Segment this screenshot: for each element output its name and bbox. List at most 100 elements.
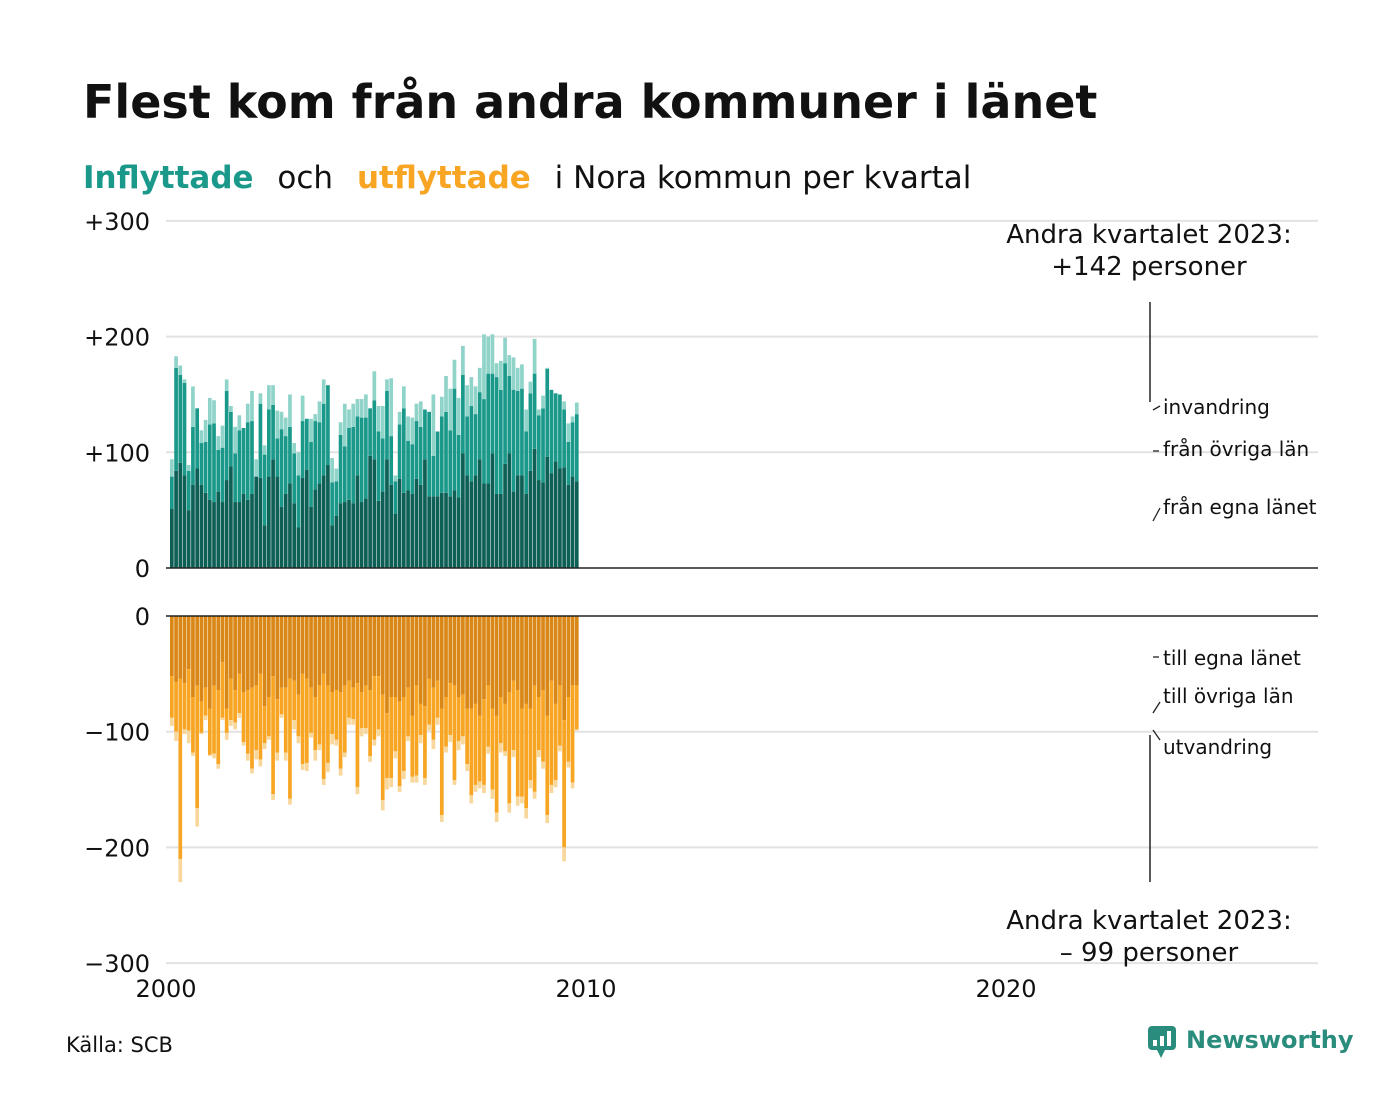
bar-invandring <box>309 418 313 442</box>
bar-till-ovriga-lan <box>431 687 436 740</box>
bar-fran-ovriga-lan <box>410 444 415 494</box>
bar-invandring <box>461 345 465 375</box>
bar-till-egna-lanet <box>385 616 389 714</box>
bar-fran-ovriga-lan <box>532 373 537 449</box>
bar-utvandring <box>385 777 389 790</box>
bar-invandring <box>418 401 423 427</box>
bar-till-egna-lanet <box>439 616 444 709</box>
bar-fran-ovriga-lan <box>423 409 427 460</box>
bar-till-egna-lanet <box>393 616 398 697</box>
bar-fran-egna-lanet <box>444 492 448 568</box>
bar-fran-ovriga-lan <box>267 409 271 477</box>
bar-utvandring <box>545 815 550 824</box>
bar-fran-egna-lanet <box>456 497 461 568</box>
bar-till-egna-lanet <box>237 616 242 674</box>
bar-utvandring <box>469 795 474 804</box>
bar-fran-ovriga-lan <box>574 414 579 482</box>
bar-utvandring <box>338 768 343 776</box>
bar-till-egna-lanet <box>262 616 267 707</box>
bar-fran-ovriga-lan <box>212 423 216 503</box>
bar-till-ovriga-lan <box>245 690 250 754</box>
bar-till-ovriga-lan <box>254 685 259 751</box>
bar-invandring <box>562 401 566 410</box>
annotation-bottom-line1: Andra kvartalet 2023: <box>1006 906 1291 936</box>
bar-utvandring <box>342 752 347 758</box>
bar-fran-ovriga-lan <box>216 449 221 492</box>
bar-fran-egna-lanet <box>342 502 347 568</box>
bar-fran-egna-lanet <box>283 493 288 568</box>
bar-fran-ovriga-lan <box>418 426 423 485</box>
bar-fran-ovriga-lan <box>389 436 394 485</box>
bar-till-egna-lanet <box>191 616 195 697</box>
bar-utvandring <box>570 782 575 789</box>
bar-utvandring <box>490 789 495 799</box>
bar-till-ovriga-lan <box>233 690 237 723</box>
bar-fran-ovriga-lan <box>368 408 372 456</box>
bar-till-egna-lanet <box>520 616 524 709</box>
bar-fran-ovriga-lan <box>334 481 339 516</box>
subtitle-och: och <box>277 160 333 196</box>
bar-till-ovriga-lan <box>452 685 457 781</box>
bar-till-ovriga-lan <box>313 696 318 751</box>
bar-till-egna-lanet <box>444 616 448 697</box>
bar-till-ovriga-lan <box>372 676 377 740</box>
bar-till-egna-lanet <box>267 616 271 697</box>
bar-till-ovriga-lan <box>414 685 419 776</box>
bar-fran-egna-lanet <box>182 475 187 568</box>
bar-fran-egna-lanet <box>524 493 529 568</box>
bar-invandring <box>347 409 351 428</box>
bar-utvandring <box>279 714 284 718</box>
bar-till-egna-lanet <box>245 616 250 691</box>
bar-till-egna-lanet <box>178 616 183 679</box>
bar-fran-egna-lanet <box>191 484 195 568</box>
bar-till-ovriga-lan <box>275 699 280 753</box>
bar-till-ovriga-lan <box>321 673 326 780</box>
bar-till-ovriga-lan <box>351 687 356 719</box>
bar-till-ovriga-lan <box>473 703 478 785</box>
bar-till-ovriga-lan <box>191 696 195 753</box>
bar-till-egna-lanet <box>494 616 499 716</box>
bar-till-egna-lanet <box>203 616 208 688</box>
bar-till-egna-lanet <box>558 616 562 686</box>
bar-till-egna-lanet <box>528 616 533 709</box>
bar-fran-ovriga-lan <box>186 470 191 511</box>
bar-till-egna-lanet <box>279 616 284 688</box>
source-label: Källa: SCB <box>66 1033 173 1057</box>
bar-utvandring <box>503 751 507 756</box>
x-tick: 2010 <box>555 975 616 1003</box>
bar-till-ovriga-lan <box>503 703 507 752</box>
y-tick-lower: 0 <box>135 603 150 631</box>
bar-invandring <box>511 357 516 390</box>
bar-fran-ovriga-lan <box>237 430 242 503</box>
bar-utvandring <box>439 815 444 822</box>
bar-till-egna-lanet <box>334 616 339 691</box>
series-label-upper: från övriga län <box>1163 437 1309 461</box>
bar-invandring <box>186 465 191 471</box>
bar-till-egna-lanet <box>368 616 372 691</box>
bars-upper <box>170 334 579 569</box>
bar-fran-egna-lanet <box>549 473 554 568</box>
bar-invandring <box>536 409 541 416</box>
bar-till-ovriga-lan <box>401 696 406 772</box>
bar-till-ovriga-lan <box>469 708 474 796</box>
bar-fran-egna-lanet <box>385 459 389 568</box>
bar-fran-ovriga-lan <box>233 453 237 503</box>
bar-invandring <box>330 458 334 483</box>
bar-invandring <box>570 416 575 423</box>
bar-utvandring <box>191 752 195 756</box>
bar-invandring <box>229 406 233 412</box>
bar-invandring <box>313 414 318 422</box>
bar-utvandring <box>448 735 453 743</box>
bar-till-egna-lanet <box>536 616 541 697</box>
newsworthy-logo-text: Newsworthy <box>1186 1026 1354 1054</box>
bar-till-ovriga-lan <box>203 687 208 716</box>
bar-utvandring <box>418 735 423 744</box>
bar-invandring <box>364 394 368 418</box>
bar-utvandring <box>220 717 225 721</box>
bar-utvandring <box>435 717 440 725</box>
bar-till-ovriga-lan <box>494 715 499 813</box>
bar-utvandring <box>431 739 436 750</box>
bar-fran-ovriga-lan <box>528 393 533 471</box>
bar-till-ovriga-lan <box>186 669 191 731</box>
bar-utvandring <box>486 746 491 754</box>
